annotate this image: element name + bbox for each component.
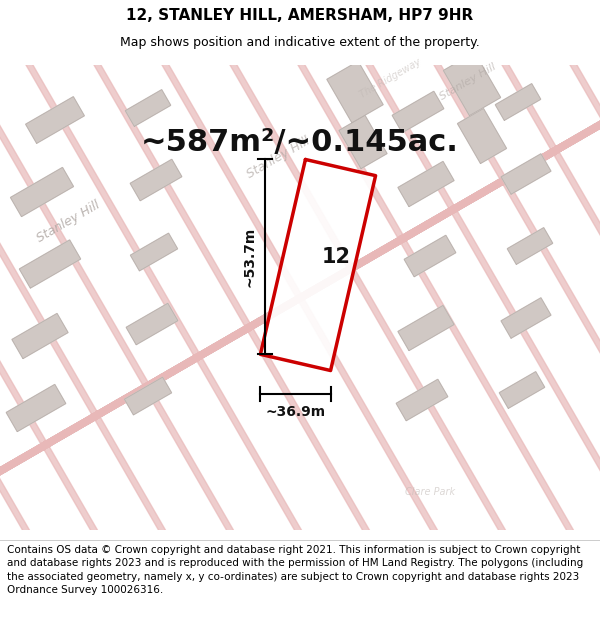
Polygon shape: [38, 0, 494, 625]
Polygon shape: [339, 116, 387, 169]
Polygon shape: [175, 0, 600, 512]
Polygon shape: [221, 0, 600, 346]
Text: Clare Park: Clare Park: [405, 487, 455, 497]
Polygon shape: [407, 0, 600, 238]
Polygon shape: [0, 260, 323, 625]
Text: The Ridgeway: The Ridgeway: [358, 56, 422, 99]
Polygon shape: [327, 61, 383, 122]
Polygon shape: [379, 0, 600, 159]
Text: Contains OS data © Crown copyright and database right 2021. This information is : Contains OS data © Crown copyright and d…: [7, 545, 583, 595]
Polygon shape: [277, 0, 600, 336]
Polygon shape: [0, 178, 504, 625]
Polygon shape: [0, 319, 290, 625]
Polygon shape: [130, 233, 178, 271]
Polygon shape: [73, 0, 527, 625]
Polygon shape: [26, 97, 85, 143]
Polygon shape: [443, 52, 500, 116]
Polygon shape: [310, 0, 600, 277]
Polygon shape: [106, 0, 562, 625]
Polygon shape: [0, 201, 358, 625]
Polygon shape: [0, 106, 600, 562]
Text: Stanley Hill: Stanley Hill: [34, 199, 102, 246]
Polygon shape: [458, 109, 506, 163]
Polygon shape: [595, 0, 600, 129]
Text: Map shows position and indicative extent of the property.: Map shows position and indicative extent…: [120, 36, 480, 49]
Polygon shape: [0, 84, 425, 625]
Polygon shape: [499, 372, 545, 408]
Polygon shape: [0, 71, 600, 526]
Polygon shape: [0, 437, 221, 625]
Polygon shape: [283, 0, 600, 309]
Text: Stanley Hill: Stanley Hill: [244, 134, 312, 181]
Polygon shape: [0, 394, 130, 625]
Polygon shape: [0, 322, 255, 625]
Polygon shape: [11, 168, 73, 216]
Text: ~36.9m: ~36.9m: [265, 406, 326, 419]
Polygon shape: [0, 431, 68, 625]
Text: 12, STANLEY HILL, AMERSHAM, HP7 9HR: 12, STANLEY HILL, AMERSHAM, HP7 9HR: [127, 8, 473, 23]
Polygon shape: [532, 0, 600, 166]
Polygon shape: [34, 0, 600, 454]
Polygon shape: [124, 378, 172, 415]
Polygon shape: [392, 91, 444, 132]
Polygon shape: [404, 236, 456, 277]
Polygon shape: [0, 34, 600, 489]
Polygon shape: [344, 0, 600, 218]
Polygon shape: [130, 159, 182, 201]
Polygon shape: [260, 159, 376, 371]
Polygon shape: [140, 0, 596, 571]
Polygon shape: [508, 228, 553, 264]
Polygon shape: [242, 0, 600, 395]
Polygon shape: [12, 314, 68, 359]
Polygon shape: [4, 24, 460, 625]
Text: ~587m²/~0.145ac.: ~587m²/~0.145ac.: [141, 127, 459, 156]
Polygon shape: [158, 0, 600, 382]
Polygon shape: [0, 142, 566, 598]
Polygon shape: [125, 90, 170, 126]
Polygon shape: [0, 496, 188, 625]
Polygon shape: [398, 161, 454, 206]
Polygon shape: [96, 0, 600, 418]
Polygon shape: [19, 240, 80, 288]
Polygon shape: [208, 0, 600, 454]
Polygon shape: [0, 214, 442, 625]
Polygon shape: [501, 298, 551, 338]
Polygon shape: [501, 154, 551, 194]
Polygon shape: [470, 0, 600, 202]
Polygon shape: [0, 358, 193, 625]
Polygon shape: [0, 378, 256, 625]
Text: 12: 12: [322, 247, 350, 267]
Polygon shape: [126, 303, 178, 344]
Polygon shape: [496, 84, 541, 120]
Text: Stanley Hill: Stanley Hill: [438, 62, 498, 102]
Polygon shape: [0, 286, 317, 625]
Polygon shape: [0, 142, 392, 625]
Polygon shape: [345, 0, 600, 274]
Text: ~53.7m: ~53.7m: [242, 227, 256, 287]
Polygon shape: [398, 306, 454, 351]
Polygon shape: [6, 384, 66, 431]
Polygon shape: [0, 251, 379, 625]
Polygon shape: [396, 379, 448, 421]
